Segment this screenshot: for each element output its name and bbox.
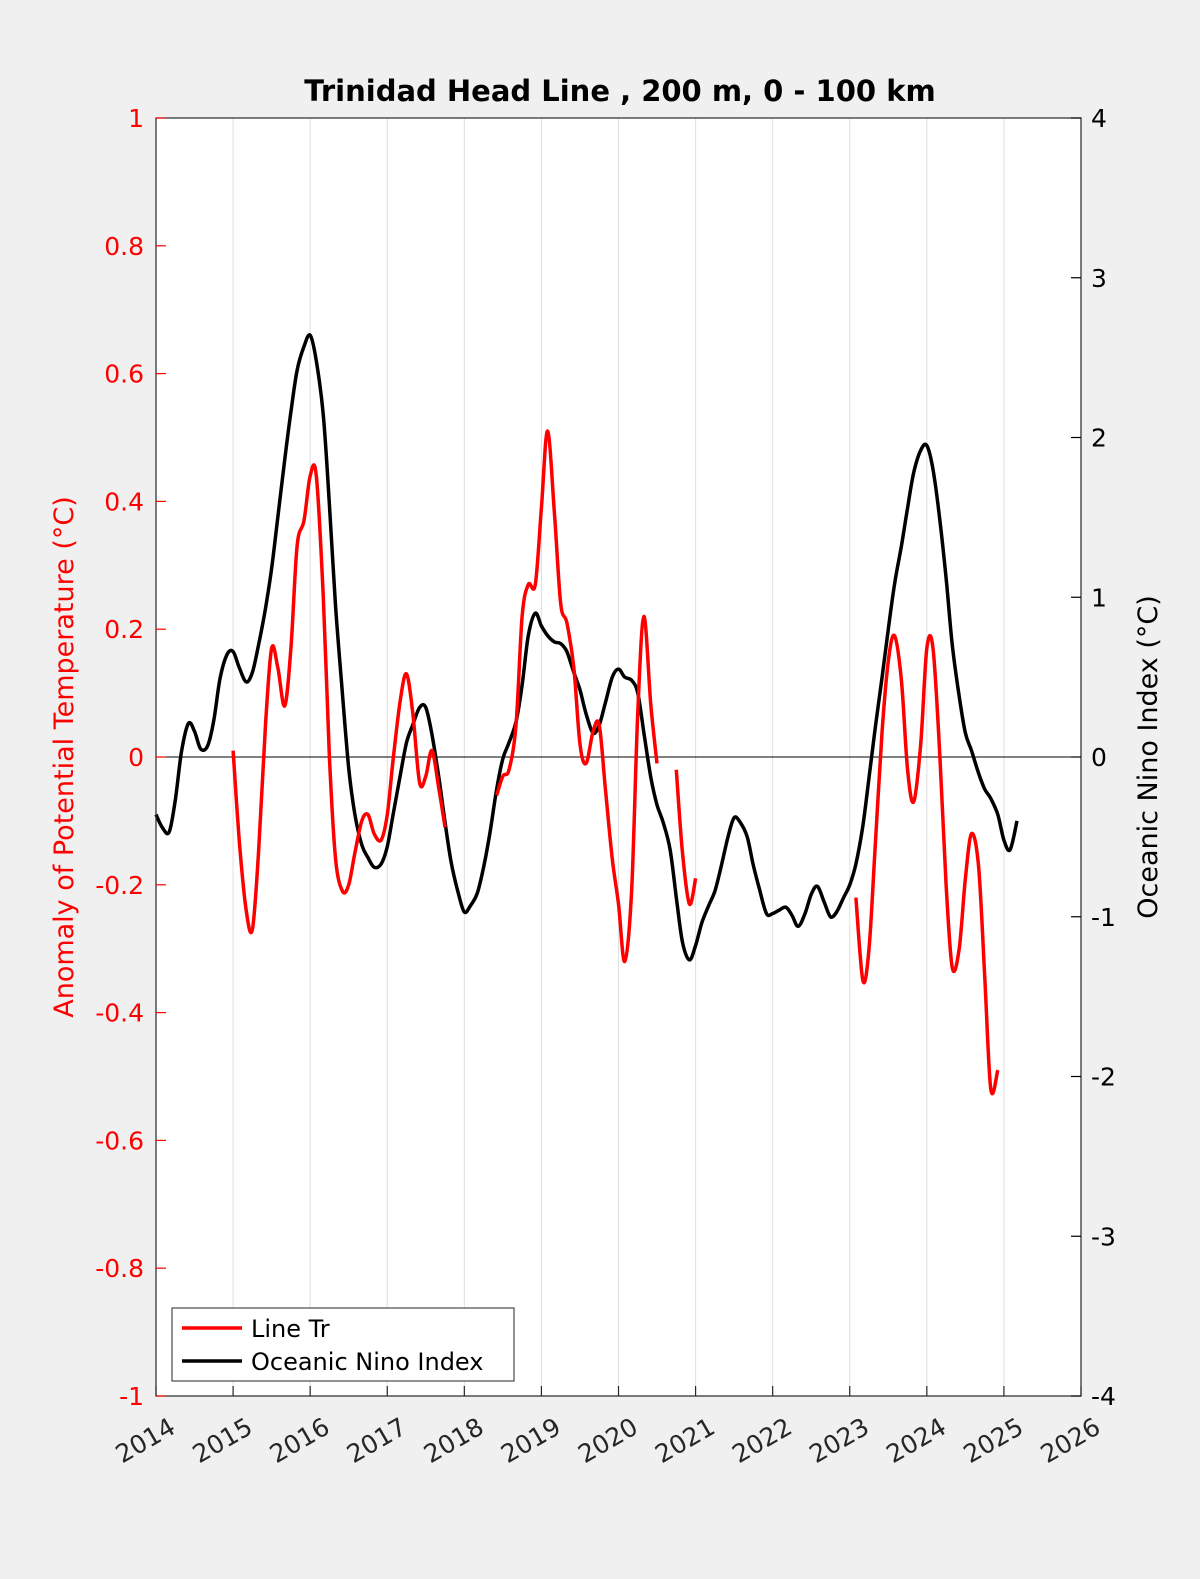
- series-line-line-tr-segment-3: [674, 769, 698, 907]
- left-tick-label-0.2: 0.2: [104, 615, 144, 644]
- right-tick-label--3: -3: [1091, 1222, 1116, 1251]
- left-tick-label--1: -1: [119, 1382, 144, 1411]
- right-axis: 4 3 2 1 0 -1 -2 -3 -4: [1071, 104, 1116, 1411]
- left-tick-label-0.4: 0.4: [104, 487, 144, 516]
- series-line-line-tr-segment-4: [854, 633, 1000, 1096]
- right-tick-label-0: 0: [1091, 743, 1107, 772]
- series-line-line-tr-segment-1: [231, 463, 447, 935]
- right-tick-label-3: 3: [1091, 264, 1107, 293]
- left-axis-label: Anomaly of Potential Temperature (°C): [49, 496, 80, 1018]
- left-tick-label-0: 0: [128, 743, 144, 772]
- right-tick-label-4: 4: [1091, 104, 1107, 133]
- right-axis-label: Oceanic Nino Index (°C): [1133, 595, 1164, 919]
- left-tick-label--0.2: -0.2: [95, 871, 144, 900]
- left-tick-label--0.8: -0.8: [95, 1254, 144, 1283]
- right-tick-label-1: 1: [1091, 583, 1107, 612]
- left-tick-label-0.6: 0.6: [104, 360, 144, 389]
- chart-title: Trinidad Head Line , 200 m, 0 - 100 km: [304, 74, 935, 108]
- series-line-line-tr-segment-2: [495, 429, 659, 964]
- legend-box: [171, 1307, 515, 1382]
- left-tick-label-0.8: 0.8: [104, 232, 144, 261]
- series-layer: [154, 333, 1019, 1096]
- left-tick-label-1: 1: [128, 104, 144, 133]
- left-tick-label--0.6: -0.6: [95, 1126, 144, 1155]
- legend-label-line-tr: Line Tr: [251, 1315, 330, 1343]
- right-tick-label-2: 2: [1091, 424, 1107, 453]
- right-tick-label--4: -4: [1091, 1382, 1116, 1411]
- series-line-oceanic-nino-index-segment-1: [154, 333, 1019, 962]
- right-tick-label--2: -2: [1091, 1063, 1116, 1092]
- left-tick-label--0.4: -0.4: [95, 999, 144, 1028]
- legend-label-oni: Oceanic Nino Index: [251, 1348, 483, 1376]
- left-axis: 1 0.8 0.6 0.4 0.2 0 -0.2 -0.4 -0.6 -0.8 -1: [95, 104, 166, 1411]
- right-tick-label--1: -1: [1091, 903, 1116, 932]
- legend: Line Tr Oceanic Nino Index: [171, 1307, 515, 1382]
